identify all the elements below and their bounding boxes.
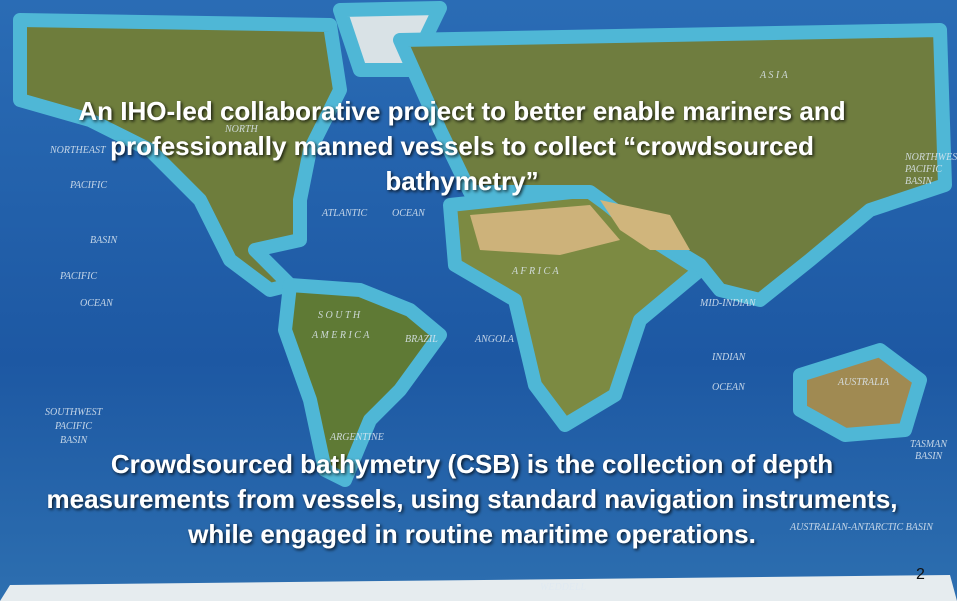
map-label: AUSTRALIA [837, 377, 890, 388]
map-label: NORTHWEST [904, 152, 957, 163]
definition-line: Crowdsourced bathymetry (CSB) is the col… [111, 449, 833, 479]
map-label: ARGENTINE [329, 432, 384, 443]
map-label: PACIFIC [54, 421, 92, 432]
map-label: OCEAN [712, 382, 746, 393]
map-label: MID-INDIAN [699, 298, 757, 309]
map-label: A M E R I C A [311, 330, 370, 341]
map-label: A F R I C A [511, 266, 559, 277]
map-label: NORTH [224, 124, 259, 135]
map-label: BRAZIL [405, 334, 438, 345]
slide-number: 2 [916, 566, 925, 583]
definition-line: measurements from vessels, using standar… [46, 484, 897, 514]
intro-line: An IHO-led collaborative project to bett… [78, 96, 845, 126]
map-label: OCEAN [80, 298, 114, 309]
map-label: OCEAN [392, 208, 426, 219]
map-label: BASIN [90, 235, 119, 246]
map-label: BASIN [915, 451, 944, 462]
map-label: ANGOLA [474, 334, 515, 345]
map-label: PACIFIC [69, 180, 107, 191]
map-label: SOUTHWEST [45, 407, 104, 418]
map-labels: A S I A NORTH ATLANTIC OCEAN A F R I C A S O … [45, 70, 957, 593]
map-label: ATLANTIC [321, 208, 368, 219]
map-label: BASIN [60, 435, 89, 446]
map-label: NORTHEAST [49, 145, 107, 156]
intro-line: bathymetry” [385, 166, 538, 196]
map-label: WEDDELL [540, 582, 587, 593]
definition-line: while engaged in routine maritime operat… [187, 519, 756, 549]
intro-line: professionally manned vessels to collect… [110, 131, 814, 161]
map-label: TASMAN [910, 439, 948, 450]
map-label: AUSTRALIAN-ANTARCTIC BASIN [789, 522, 934, 533]
intro: An IHO-led collaborative project to bett… [78, 96, 845, 196]
map-label: A S I A [759, 70, 789, 81]
map-label: PACIFIC [904, 164, 942, 175]
map-label: INDIAN [711, 352, 747, 363]
definition: Crowdsourced bathymetry (CSB) is the col… [46, 449, 897, 549]
map-label: PACIFIC [59, 271, 97, 282]
map-label: S O U T H [318, 310, 361, 321]
map-label: BASIN [905, 176, 934, 187]
